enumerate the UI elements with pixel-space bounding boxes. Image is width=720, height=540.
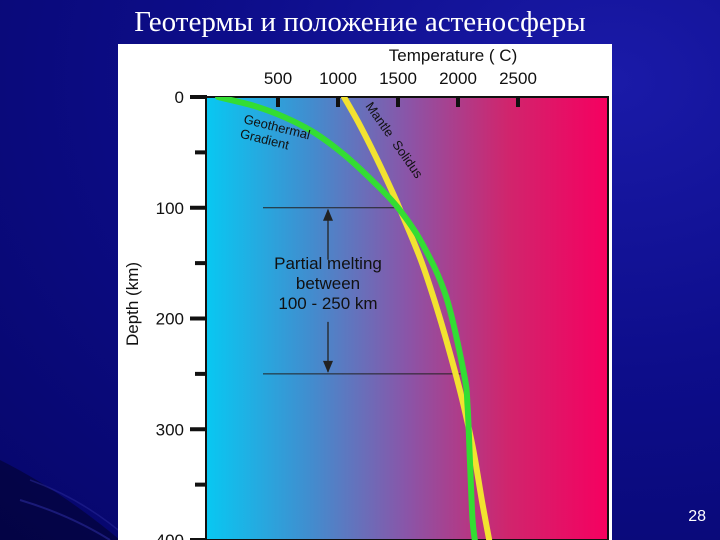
melting-annotation-text: between xyxy=(296,274,360,293)
x-tick-label: 1000 xyxy=(319,69,357,88)
arrowhead-up xyxy=(323,208,333,221)
x-tick-label: 2500 xyxy=(499,69,537,88)
x-axis-title: Temperature ( C) xyxy=(389,46,517,65)
mantle-solidus-line xyxy=(341,97,493,540)
y-tick-label: 0 xyxy=(175,88,184,107)
geotherm-chart: Temperature ( C) Depth (km) 500 1000 1500 2… xyxy=(118,44,612,540)
page-number: 28 xyxy=(688,508,706,525)
melting-annotation-text: Partial melting xyxy=(274,254,382,273)
y-tick-label: 100 xyxy=(156,199,184,218)
x-tick-label: 500 xyxy=(264,69,292,88)
y-tick-label: 200 xyxy=(156,310,184,329)
x-tick-label: 2000 xyxy=(439,69,477,88)
plot-area xyxy=(206,97,608,540)
y-tick-label: 300 xyxy=(156,420,184,439)
y-axis-title: Depth (km) xyxy=(123,262,142,346)
slide-title: Геотермы и положение астеносферы xyxy=(134,6,586,38)
y-tick-label: 400 xyxy=(156,531,184,540)
y-axis: 0 100 200 300 400 xyxy=(156,88,207,540)
arrowhead-down xyxy=(323,360,333,373)
melting-annotation-text: 100 - 250 km xyxy=(278,294,377,313)
x-tick-label: 1500 xyxy=(379,69,417,88)
geothermal-gradient-line xyxy=(215,97,478,540)
series-lines xyxy=(215,97,493,540)
x-axis: 500 1000 1500 2000 2500 xyxy=(264,69,537,107)
